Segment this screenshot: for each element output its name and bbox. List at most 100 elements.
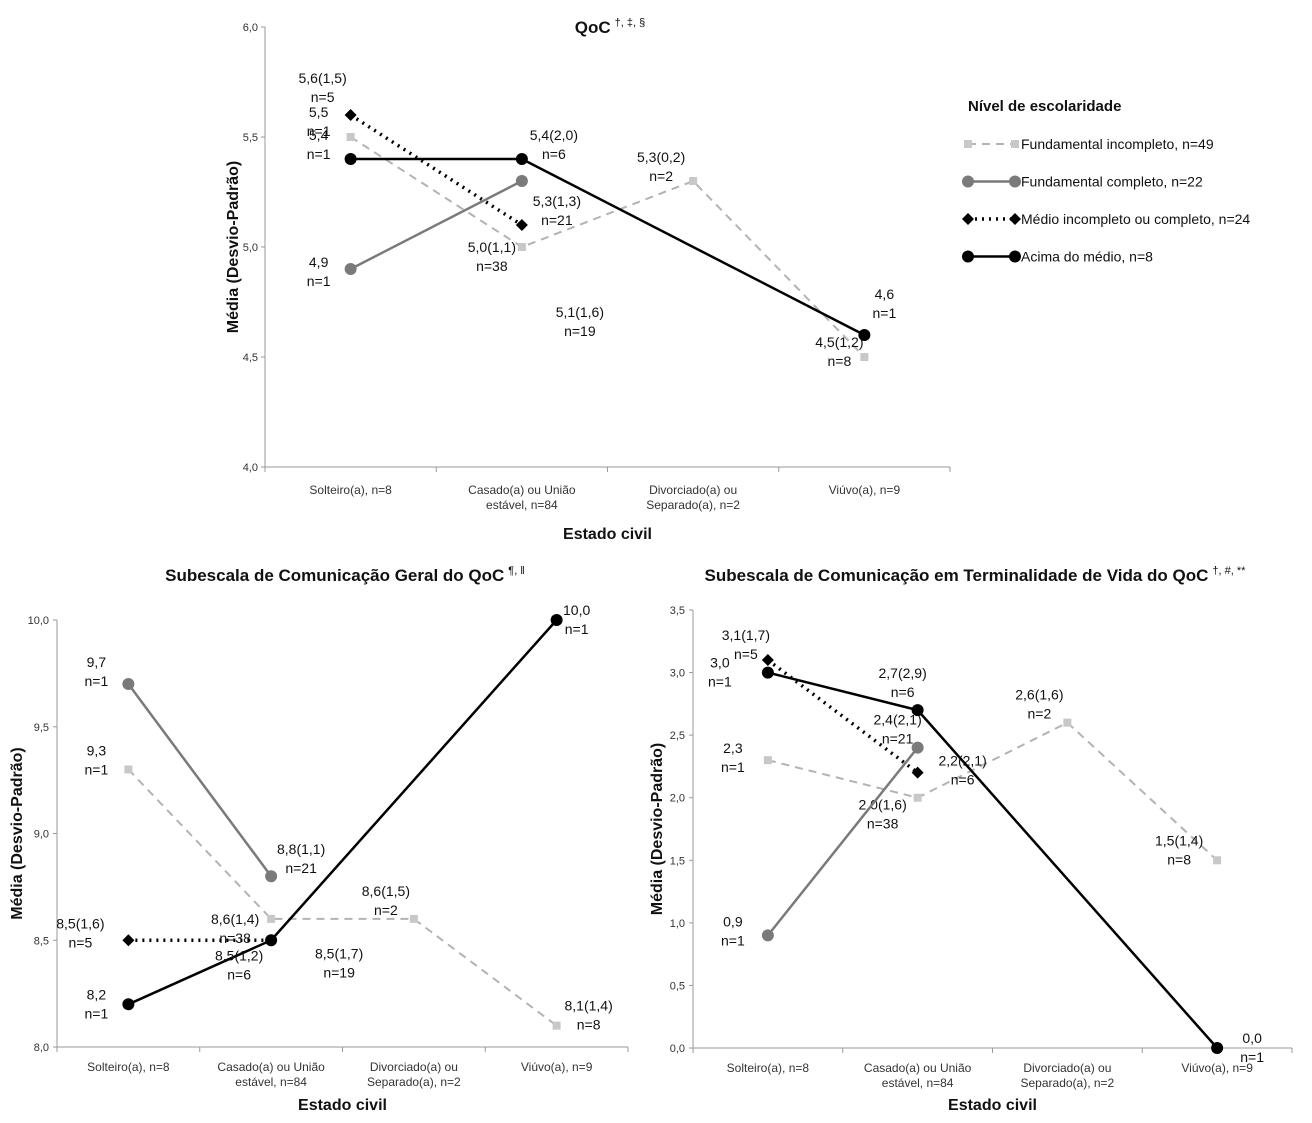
y-tick-label: 3,5 bbox=[670, 605, 685, 617]
data-label: 5,4 bbox=[309, 127, 329, 143]
legend-swatch-marker bbox=[962, 175, 974, 188]
y-tick-label: 2,0 bbox=[670, 793, 685, 805]
data-label: 0,0 bbox=[1242, 1030, 1262, 1046]
y-tick-label: 9,5 bbox=[34, 722, 49, 734]
chart-title-superscript: †, #, ** bbox=[1212, 565, 1246, 577]
series-line-3: 5,6(1,5) n=5 5,1(1,6) n=19 bbox=[299, 70, 605, 339]
data-label: n=21 bbox=[541, 212, 573, 228]
y-tick-label: 8,0 bbox=[34, 1042, 49, 1054]
data-point bbox=[344, 153, 357, 165]
data-label: 2,7(2,9) bbox=[879, 665, 927, 681]
x-category-label: Divorciado(a) ou bbox=[1023, 1061, 1111, 1075]
legend-swatch-marker bbox=[962, 250, 974, 263]
data-label: 0,9 bbox=[723, 913, 743, 929]
legend-entry: Fundamental incompleto, n=49 bbox=[1021, 136, 1214, 152]
y-axis-title: Média (Desvio-Padrão) bbox=[649, 743, 666, 915]
data-label: n=1 bbox=[307, 273, 331, 289]
data-label: 5,3(1,3) bbox=[533, 193, 581, 209]
data-label: 9,3 bbox=[87, 742, 107, 758]
chart-title-text: Subescala de Comunicação Geral do QoC bbox=[165, 566, 504, 585]
series-line-4: 8,2 n=1 8,5(1,2) n=6 10,0 n=1 bbox=[85, 602, 591, 1021]
series-path bbox=[350, 179, 523, 271]
x-axis-title: Estado civil bbox=[948, 1097, 1037, 1114]
data-label: 3,0 bbox=[710, 655, 730, 671]
data-label: n=1 bbox=[307, 123, 331, 139]
data-point bbox=[913, 793, 922, 802]
data-point bbox=[122, 678, 135, 691]
data-label: n=1 bbox=[85, 761, 109, 777]
data-label: n=19 bbox=[564, 323, 596, 339]
data-label: 5,5 bbox=[309, 104, 329, 120]
data-label: 2,4(2,1) bbox=[874, 712, 922, 728]
data-label: n=1 bbox=[721, 932, 745, 948]
chart-title-superscript: †, ‡, § bbox=[615, 17, 646, 29]
y-tick-label: 8,5 bbox=[34, 935, 49, 947]
data-label: 8,5(1,2) bbox=[215, 947, 263, 963]
y-tick-label: 0,5 bbox=[670, 980, 685, 992]
data-label: n=1 bbox=[873, 305, 897, 321]
data-point bbox=[763, 756, 772, 765]
x-category-label: Solteiro(a), n=8 bbox=[309, 483, 392, 497]
legend-entry: Acima do médio, n=8 bbox=[1021, 249, 1153, 265]
data-label: 3,1(1,7) bbox=[722, 627, 770, 643]
x-category-label: estável, n=84 bbox=[882, 1076, 954, 1090]
data-label: 5,4(2,0) bbox=[530, 127, 578, 143]
data-point bbox=[517, 243, 526, 251]
data-label: 8,6(1,4) bbox=[211, 911, 259, 927]
series-line-4: 3,0 n=1 2,7(2,9) n=6 0,0 n=1 bbox=[708, 655, 1264, 1065]
series-line-4: 5,4 n=1 5,4(2,0) n=6 4,6 n=1 bbox=[307, 127, 897, 341]
x-category-label: Casado(a) ou União bbox=[864, 1061, 972, 1075]
x-category-label: Separado(a), n=2 bbox=[367, 1075, 461, 1089]
data-label: n=1 bbox=[85, 1005, 109, 1021]
data-label: 9,7 bbox=[87, 654, 107, 670]
series-line-2: 4,9 n=1 5,3(1,3) n=21 bbox=[307, 175, 581, 289]
legend-swatch-marker bbox=[1009, 250, 1021, 263]
data-label: 8,6(1,5) bbox=[362, 883, 410, 899]
data-label: n=21 bbox=[882, 731, 914, 747]
data-label: 1,5(1,4) bbox=[1155, 832, 1203, 848]
legend-swatch-marker bbox=[964, 140, 972, 148]
chart-3: 0,0 0,5 1,0 1,5 2,0 2,5 3,0 3,5 Solteiro(a), n=8… bbox=[649, 565, 1293, 1114]
series-line-2: 0,9 n=1 2,4(2,1) n=21 bbox=[721, 712, 924, 948]
data-point bbox=[911, 741, 924, 754]
y-tick-label: 9,0 bbox=[34, 829, 49, 841]
data-label: n=1 bbox=[721, 759, 745, 775]
data-label: n=1 bbox=[565, 621, 589, 637]
y-tick-label: 5,5 bbox=[243, 132, 258, 144]
y-tick-label: 5,0 bbox=[243, 242, 258, 254]
data-label: n=19 bbox=[323, 964, 355, 980]
data-label: n=1 bbox=[307, 146, 331, 162]
chart-title: QoC †, ‡, § bbox=[575, 17, 645, 37]
data-point bbox=[552, 1021, 561, 1030]
legend-swatch-marker bbox=[1011, 140, 1019, 148]
y-axis-title: Média (Desvio-Padrão) bbox=[9, 747, 26, 919]
data-point bbox=[1211, 1042, 1224, 1054]
data-label: n=8 bbox=[577, 1017, 601, 1033]
data-point bbox=[860, 353, 869, 361]
data-label: n=5 bbox=[69, 934, 93, 950]
data-label: n=2 bbox=[649, 168, 673, 184]
series-line-1: 2,3 n=1 2,0(1,6) n=38 2,6(1,6) n=2 1,5(1,4) n=8 bbox=[721, 687, 1222, 867]
series-path bbox=[349, 113, 523, 227]
data-label: n=8 bbox=[1167, 851, 1191, 867]
data-label: 5,0(1,1) bbox=[468, 239, 516, 255]
data-point bbox=[1213, 856, 1222, 865]
legend-swatch-marker bbox=[962, 213, 974, 225]
y-tick-label: 4,5 bbox=[243, 352, 258, 364]
data-point bbox=[409, 914, 418, 923]
series-path bbox=[767, 721, 1218, 862]
y-tick-label: 4,0 bbox=[243, 462, 258, 474]
series-path bbox=[350, 136, 866, 358]
y-tick-label: 0,0 bbox=[670, 1043, 685, 1055]
chart-title: Subescala de Comunicação Geral do QoC ¶, … bbox=[165, 565, 525, 585]
data-label: n=5 bbox=[311, 89, 335, 105]
y-tick-label: 3,0 bbox=[670, 668, 685, 680]
y-tick-label: 10,0 bbox=[28, 615, 49, 627]
data-label: 8,5(1,7) bbox=[315, 945, 363, 961]
y-tick-label: 6,0 bbox=[243, 22, 258, 34]
data-point bbox=[515, 153, 528, 165]
y-tick-label: 1,0 bbox=[670, 918, 685, 930]
data-label: n=38 bbox=[867, 816, 899, 832]
legend-title: Nível de escolaridade bbox=[968, 98, 1121, 115]
data-label: 2,3 bbox=[723, 740, 743, 756]
